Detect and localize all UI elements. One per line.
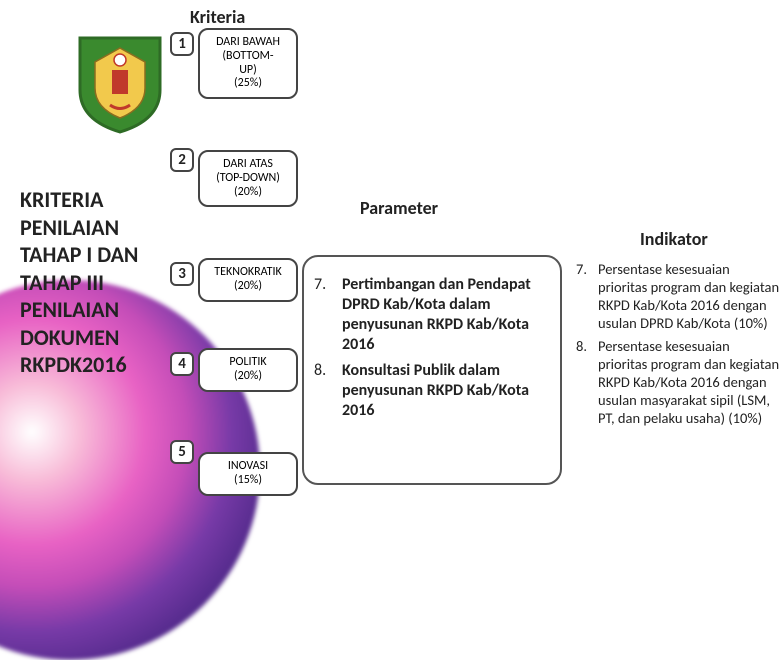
criteria-line: (25%) xyxy=(234,77,262,91)
criteria-box-5: INOVASI (15%) xyxy=(198,452,298,496)
criteria-line: DARI ATAS xyxy=(223,158,273,172)
criteria-line: INOVASI xyxy=(228,460,268,474)
indikator-item: 7. Persentase kesesuaian prioritas progr… xyxy=(576,260,780,333)
indikator-item: 8. Persentase kesesuaian prioritas progr… xyxy=(576,337,780,428)
indikator-text: Persentase kesesuaian prioritas program … xyxy=(598,260,780,333)
criteria-line: POLITIK xyxy=(229,356,266,370)
parameter-item: 8. Konsultasi Publik dalam penyusunan RK… xyxy=(314,361,550,421)
criteria-badge-5: 5 xyxy=(170,440,194,464)
criteria-badge-3: 3 xyxy=(170,262,194,286)
indikator-heading: Indikator xyxy=(640,228,708,250)
criteria-line: (TOP-DOWN) xyxy=(216,172,280,186)
province-emblem xyxy=(75,30,165,135)
criteria-line: DARI BAWAH xyxy=(216,36,280,50)
criteria-line: (15%) xyxy=(234,474,262,488)
kriteria-heading: Kriteria xyxy=(190,6,245,28)
parameter-text: Konsultasi Publik dalam penyusunan RKPD … xyxy=(342,361,550,421)
indikator-num: 7. xyxy=(576,260,598,333)
criteria-line: (20%) xyxy=(234,280,262,294)
criteria-badge-2: 2 xyxy=(170,148,194,172)
criteria-box-2: DARI ATAS (TOP-DOWN) (20%) xyxy=(198,150,298,207)
criteria-badge-1: 1 xyxy=(170,32,194,56)
indikator-num: 8. xyxy=(576,337,598,428)
criteria-line: (20%) xyxy=(234,370,262,384)
criteria-line: TEKNOKRATIK xyxy=(214,266,282,280)
criteria-box-1: DARI BAWAH (BOTTOM- UP) (25%) xyxy=(198,28,298,99)
indikator-text: Persentase kesesuaian prioritas program … xyxy=(598,337,780,428)
criteria-line: (20%) xyxy=(234,186,262,200)
parameter-heading: Parameter xyxy=(360,197,438,219)
criteria-badge-4: 4 xyxy=(170,352,194,376)
parameter-box: 7. Pertimbangan dan Pendapat DPRD Kab/Ko… xyxy=(302,255,562,485)
parameter-num: 8. xyxy=(314,361,342,421)
parameter-num: 7. xyxy=(314,275,342,355)
criteria-box-4: POLITIK (20%) xyxy=(198,348,298,392)
parameter-text: Pertimbangan dan Pendapat DPRD Kab/Kota … xyxy=(342,275,550,355)
criteria-line: (BOTTOM- xyxy=(222,50,273,64)
criteria-box-3: TEKNOKRATIK (20%) xyxy=(198,258,298,302)
criteria-line: UP) xyxy=(239,64,257,78)
page-title: KRITERIA PENILAIAN TAHAP I DAN TAHAP III… xyxy=(20,186,180,379)
parameter-item: 7. Pertimbangan dan Pendapat DPRD Kab/Ko… xyxy=(314,275,550,355)
indikator-list: 7. Persentase kesesuaian prioritas progr… xyxy=(576,260,780,431)
